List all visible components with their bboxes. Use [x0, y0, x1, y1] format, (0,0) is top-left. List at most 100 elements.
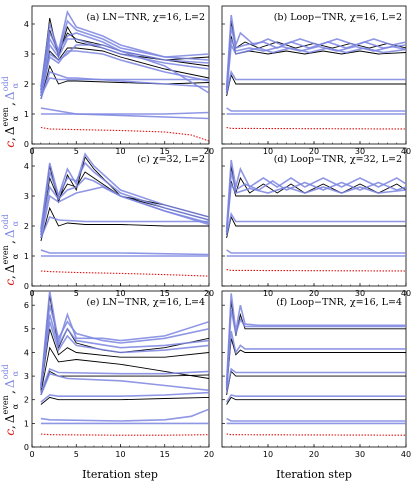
ylabel-odd-sup: odd — [1, 76, 10, 91]
x-tick-label: 15 — [160, 289, 170, 298]
series-line-odd-9 — [40, 291, 209, 386]
series-line-even-11 — [40, 47, 209, 97]
series-line-even-4 — [40, 370, 209, 396]
series-line-odd-1 — [226, 417, 406, 422]
panel-title: (c) χ=32, L=2 — [137, 154, 205, 165]
series-line-odd-7 — [40, 161, 209, 233]
series-line-even-2 — [226, 215, 406, 239]
y-tick-label: 4 — [24, 20, 29, 29]
series-line-odd-7 — [225, 331, 406, 388]
series-line-odd-7 — [225, 26, 406, 91]
series-line-odd-10 — [40, 304, 209, 386]
y-tick-label: 0 — [24, 140, 29, 149]
y-tick-label: 5 — [24, 325, 29, 334]
panel-title: (e) LN−TNR, χ=16, L=4 — [86, 297, 205, 308]
y-tick-label: 4 — [24, 162, 29, 171]
x-tick-label: 10 — [263, 450, 273, 459]
panel-b: 10 20 30 40(b) Loop−TNR, χ=16, L=2 — [221, 5, 411, 156]
series-line-odd-5 — [225, 367, 406, 393]
series-line-odd-9 — [225, 42, 406, 94]
series-line-odd-3 — [40, 77, 209, 97]
ylabel-delta-even: Δ — [3, 126, 17, 135]
x-axis-label-left: Iteration step — [82, 468, 158, 481]
ylabel-delta-odd: Δ — [3, 91, 17, 100]
ylabel-sep2: , — [3, 102, 17, 106]
x-tick-label: 20 — [309, 289, 319, 298]
x-tick-label: 20 — [309, 450, 319, 459]
panel-title: (f) Loop−TNR, χ=16, L=4 — [276, 297, 402, 308]
y-tick-label: 2 — [24, 222, 29, 231]
panel-frame — [221, 5, 407, 145]
series-line-c-14 — [40, 433, 209, 436]
series-line-even-2 — [40, 396, 209, 405]
y-tick-label: 1 — [24, 110, 29, 119]
ylabel-sep1: , — [3, 275, 17, 279]
x-tick-label: 30 — [355, 289, 365, 298]
ylabel-delta-odd: Δ — [3, 229, 17, 238]
series-line-odd-12 — [40, 50, 209, 97]
series-line-c-11 — [226, 433, 406, 436]
ylabel-sep2: , — [3, 390, 17, 394]
series-line-odd-1 — [226, 249, 406, 254]
series-line-odd-6 — [225, 159, 406, 230]
series-line-odd-7 — [40, 9, 209, 88]
x-tick-label: 5 — [74, 289, 79, 298]
series-line-even-5 — [40, 171, 209, 236]
y-tick-label: 1 — [24, 419, 29, 428]
x-tick-label: 20 — [309, 147, 319, 156]
series-line-odd-12 — [40, 321, 209, 389]
ylabel-delta-odd: Δ — [3, 379, 17, 388]
y-tick-label: 6 — [24, 301, 29, 310]
series-line-odd-9 — [225, 293, 406, 384]
x-tick-label: 15 — [160, 147, 170, 156]
y-tick-label: 2 — [24, 80, 29, 89]
x-axis-label-right: Iteration step — [276, 468, 352, 481]
ylabel-sep1: , — [3, 425, 17, 429]
series-line-odd-10 — [40, 38, 209, 94]
panel-f: 10 20 30 40 (f) Loop−TNR, χ=16, L=4 — [221, 290, 411, 459]
x-tick-label: 10 — [115, 289, 125, 298]
series-line-c-9 — [226, 268, 406, 272]
series-line-odd-8 — [225, 181, 406, 233]
x-tick-label: 20 — [204, 450, 214, 459]
y-tick-label: 4 — [24, 348, 29, 357]
x-tick-label: 10 — [115, 147, 125, 156]
series-line-even-4 — [226, 165, 406, 233]
series-line-even-2 — [226, 396, 406, 405]
panel-frame — [221, 147, 407, 287]
series-line-odd-10 — [225, 309, 406, 386]
ylabel-even-sub: α — [11, 115, 20, 121]
y-tick-label: 3 — [24, 372, 29, 381]
series-line-odd-3 — [40, 216, 209, 239]
x-tick-label: 0 — [29, 450, 34, 459]
series-line-c-10 — [40, 270, 209, 277]
y-tick-label: 2 — [24, 396, 29, 405]
series-line-odd-6 — [40, 152, 209, 230]
series-line-odd-9 — [40, 30, 209, 91]
x-tick-label: 10 — [263, 289, 273, 298]
series-line-c-10 — [226, 126, 406, 130]
ylabel-even-sub: α — [11, 403, 20, 409]
svg-text:c,Δevenα,Δoddα: c,Δevenα,Δoddα — [1, 76, 20, 147]
series-group — [40, 291, 209, 436]
series-line-odd-1 — [40, 408, 209, 422]
series-line-odd-3 — [225, 211, 406, 236]
y-axis-label-bottom: c,Δevenα,Δoddα — [1, 364, 20, 435]
series-line-odd-4 — [40, 70, 209, 100]
series-group — [225, 14, 406, 130]
series-line-even-13 — [40, 346, 209, 393]
series-line-odd-1 — [40, 249, 209, 256]
series-line-odd-6 — [40, 372, 209, 396]
series-line-odd-5 — [40, 367, 209, 393]
series-line-even-2 — [40, 206, 209, 242]
ylabel-even-sup: even — [1, 395, 10, 414]
series-group — [225, 293, 406, 436]
series-line-even-4 — [226, 370, 406, 396]
series-line-odd-13 — [40, 44, 209, 97]
x-tick-label: 10 — [115, 450, 125, 459]
series-line-even-2 — [40, 64, 209, 100]
ylabel-odd-sub: α — [11, 370, 20, 376]
ylabel-odd-sub: α — [11, 220, 20, 226]
svg-text:c,Δevenα,Δoddα: c,Δevenα,Δoddα — [1, 364, 20, 435]
